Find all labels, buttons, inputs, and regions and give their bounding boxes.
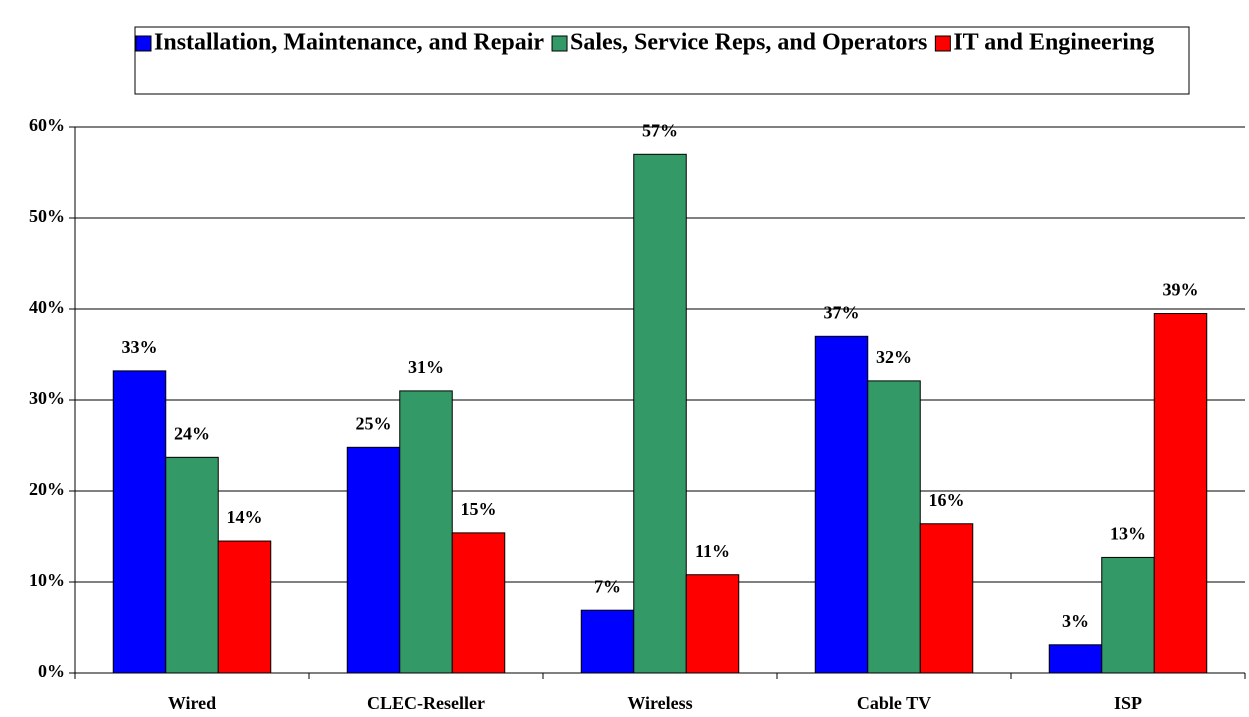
legend-label: Installation, Maintenance, and Repair — [154, 30, 544, 56]
value-label: 14% — [227, 507, 263, 527]
value-label: 57% — [642, 120, 678, 140]
bar — [580, 609, 635, 674]
value-label: 15% — [461, 499, 497, 519]
y-tick-label: 20% — [29, 479, 65, 499]
value-label: 24% — [174, 423, 210, 443]
value-label: 37% — [824, 302, 860, 322]
value-label: 33% — [122, 337, 158, 357]
bar — [867, 380, 921, 674]
x-tick-label: Wired — [168, 693, 216, 713]
bar — [1048, 644, 1103, 674]
legend-swatch — [135, 35, 152, 52]
bar — [1101, 556, 1155, 674]
value-label: 25% — [356, 413, 392, 433]
bar — [633, 153, 687, 674]
value-label: 11% — [695, 541, 730, 561]
value-label: 16% — [929, 490, 965, 510]
bar — [399, 390, 453, 674]
bar — [1153, 313, 1208, 674]
y-tick-label: 30% — [29, 388, 65, 408]
legend-box — [134, 26, 1190, 95]
legend-swatch — [551, 35, 568, 52]
bar — [165, 456, 219, 674]
y-tick-label: 40% — [29, 297, 65, 317]
value-label: 7% — [594, 576, 621, 596]
x-tick-label: Cable TV — [857, 693, 931, 713]
bar — [685, 574, 740, 674]
bar — [112, 370, 167, 674]
value-label: 31% — [408, 357, 444, 377]
bar — [217, 540, 272, 674]
legend-label: Sales, Service Reps, and Operators — [570, 30, 927, 56]
value-label: 13% — [1110, 524, 1146, 544]
y-tick-label: 60% — [29, 115, 65, 135]
value-label: 32% — [876, 347, 912, 367]
y-tick-label: 10% — [29, 570, 65, 590]
bar — [346, 446, 401, 674]
value-label: 3% — [1062, 611, 1089, 631]
x-tick-label: ISP — [1114, 693, 1142, 713]
bar — [451, 532, 506, 674]
bar — [814, 335, 869, 674]
x-tick-label: Wireless — [627, 693, 692, 713]
x-tick-label: CLEC-Reseller — [367, 693, 485, 713]
bar — [919, 523, 974, 674]
legend-label: IT and Engineering — [953, 30, 1154, 56]
value-label: 39% — [1163, 280, 1199, 300]
legend-swatch — [934, 35, 951, 52]
y-tick-label: 50% — [29, 206, 65, 226]
y-tick-label: 0% — [38, 661, 65, 681]
